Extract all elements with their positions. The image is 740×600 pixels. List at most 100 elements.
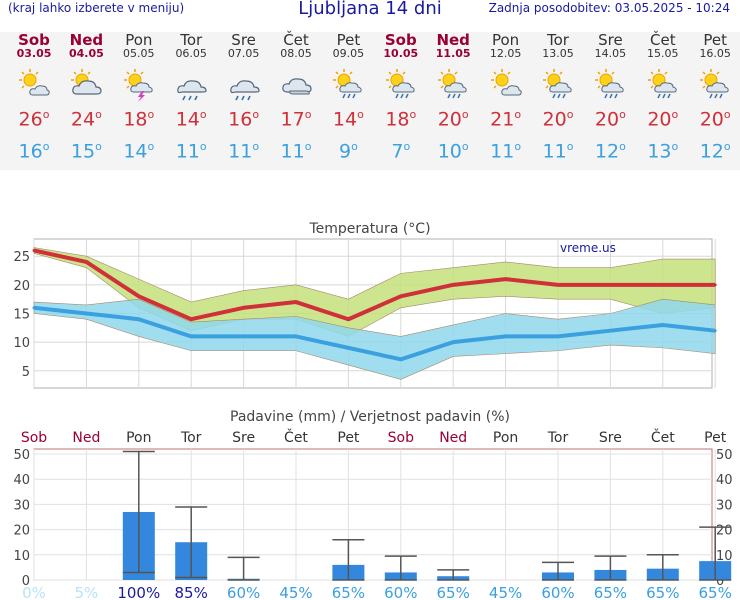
probability-label: 5% bbox=[75, 584, 99, 600]
day-date: 03.05 bbox=[16, 47, 52, 60]
min-temperature: 11o bbox=[280, 140, 312, 163]
location-hint[interactable]: (kraj lahko izberete v meniju) bbox=[8, 1, 185, 15]
day-date: 15.05 bbox=[647, 47, 679, 60]
day-date: 10.05 bbox=[383, 47, 419, 60]
max-temperature: 18o bbox=[385, 108, 417, 131]
y-tick-label-right: 50 bbox=[716, 448, 733, 463]
probability-label: 0% bbox=[22, 584, 46, 600]
probability-label: 60% bbox=[384, 584, 417, 600]
y-tick-label: 15 bbox=[13, 308, 30, 323]
day-name: Čet bbox=[650, 31, 676, 49]
forecast-day: Ned 11.05 20o 10o bbox=[427, 32, 479, 163]
probability-label: 60% bbox=[227, 584, 260, 600]
data-point bbox=[451, 340, 455, 344]
probability-label: 65% bbox=[332, 584, 365, 600]
y-tick-label-left: 30 bbox=[13, 498, 30, 513]
forecast-day: Čet 15.05 20o 13o bbox=[637, 32, 689, 163]
max-temperature: 16o bbox=[228, 108, 260, 131]
sun-rain-icon bbox=[646, 68, 680, 99]
data-point bbox=[189, 317, 193, 321]
day-label: Sre bbox=[599, 430, 622, 446]
data-point bbox=[504, 277, 508, 281]
y-tick-label-right: 0 bbox=[716, 574, 724, 589]
min-temperature: 9o bbox=[338, 140, 358, 163]
data-point bbox=[399, 294, 403, 298]
y-tick-label-left: 20 bbox=[13, 524, 30, 539]
min-temperature: 15o bbox=[70, 140, 102, 163]
forecast-day: Pon 12.05 21o 11o bbox=[480, 32, 532, 163]
probability-label: 100% bbox=[117, 584, 160, 600]
data-point bbox=[294, 334, 298, 338]
day-label: Čet bbox=[284, 428, 308, 446]
sun-rain-icon bbox=[384, 68, 418, 99]
day-name: Tor bbox=[547, 31, 569, 49]
y-tick-label: 10 bbox=[13, 336, 30, 351]
probability-label: 65% bbox=[594, 584, 627, 600]
data-point bbox=[242, 306, 246, 310]
day-label: Čet bbox=[651, 428, 675, 446]
y-tick-label-right: 30 bbox=[716, 498, 733, 513]
sun-rain-icon bbox=[331, 68, 365, 99]
forecast-day: Sob 10.05 18o 7o bbox=[375, 32, 427, 163]
probability-label: 60% bbox=[541, 584, 574, 600]
probability-label: 45% bbox=[489, 584, 522, 600]
sun-cloud-icon bbox=[489, 68, 523, 98]
forecast-day: Čet 08.05 17o 11o bbox=[270, 32, 322, 163]
data-point bbox=[294, 300, 298, 304]
day-name: Sob bbox=[384, 31, 417, 49]
day-label: Pet bbox=[337, 430, 360, 446]
y-tick-label-right: 10 bbox=[716, 549, 733, 564]
day-label: Tor bbox=[180, 430, 202, 446]
max-temperature: 20o bbox=[594, 108, 626, 131]
day-date: 16.05 bbox=[699, 47, 731, 60]
day-date: 04.05 bbox=[68, 47, 104, 60]
watermark: vreme.us bbox=[560, 241, 616, 255]
day-label: Ned bbox=[72, 430, 100, 446]
chart-title: Padavine (mm) / Verjetnost padavin (%) bbox=[230, 409, 510, 425]
data-point bbox=[399, 357, 403, 361]
sun-rain-icon bbox=[541, 68, 575, 99]
data-point bbox=[608, 283, 612, 287]
y-tick-label: 25 bbox=[13, 250, 30, 265]
rain-cloud-icon bbox=[227, 68, 261, 101]
y-tick-label-right: 20 bbox=[716, 524, 733, 539]
min-temperature: 11o bbox=[175, 140, 207, 163]
min-temperature: 11o bbox=[228, 140, 260, 163]
max-temperature: 20o bbox=[542, 108, 574, 131]
chart-title: Temperatura (°C) bbox=[308, 221, 430, 237]
day-name: Ned bbox=[436, 31, 470, 49]
day-label: Tor bbox=[547, 430, 569, 446]
data-point bbox=[713, 283, 717, 287]
day-date: 06.05 bbox=[175, 47, 207, 60]
max-temperature: 26o bbox=[18, 108, 50, 131]
day-name: Sre bbox=[231, 31, 256, 49]
data-point bbox=[661, 323, 665, 327]
max-temperature: 20o bbox=[647, 108, 679, 131]
day-date: 11.05 bbox=[435, 47, 471, 60]
forecast-day: Tor 13.05 20o 11o bbox=[532, 32, 584, 163]
sun-cloud-icon bbox=[17, 68, 51, 98]
probability-label: 65% bbox=[437, 584, 470, 600]
day-label: Pon bbox=[493, 430, 518, 446]
day-name: Tor bbox=[180, 31, 203, 49]
day-name: Čet bbox=[283, 31, 309, 49]
day-label: Pet bbox=[704, 430, 727, 446]
temperature-chart: 5 10 15 20 25 Temperatura (°C) vreme.us bbox=[13, 221, 717, 389]
day-date: 05.05 bbox=[123, 47, 155, 60]
forecast-day: Ned 04.05 24o 15o bbox=[60, 32, 112, 163]
precipitation-chart: Padavine (mm) / Verjetnost padavin (%) So… bbox=[13, 409, 733, 600]
data-point bbox=[556, 283, 560, 287]
day-name: Sre bbox=[598, 31, 623, 49]
spacer bbox=[0, 170, 740, 210]
day-name: Pet bbox=[703, 31, 727, 49]
max-temperature: 14o bbox=[175, 108, 207, 131]
data-point bbox=[608, 329, 612, 333]
min-temperature-line bbox=[33, 305, 716, 362]
data-point bbox=[84, 312, 88, 315]
data-point bbox=[32, 306, 36, 310]
cloud-sun-icon bbox=[69, 68, 103, 98]
forecast-day: Sre 07.05 16o 11o bbox=[218, 32, 270, 163]
forecast-day: Pet 16.05 20o 12o bbox=[689, 32, 740, 163]
day-label: Sob bbox=[21, 430, 47, 446]
max-temperature-line bbox=[33, 248, 716, 322]
